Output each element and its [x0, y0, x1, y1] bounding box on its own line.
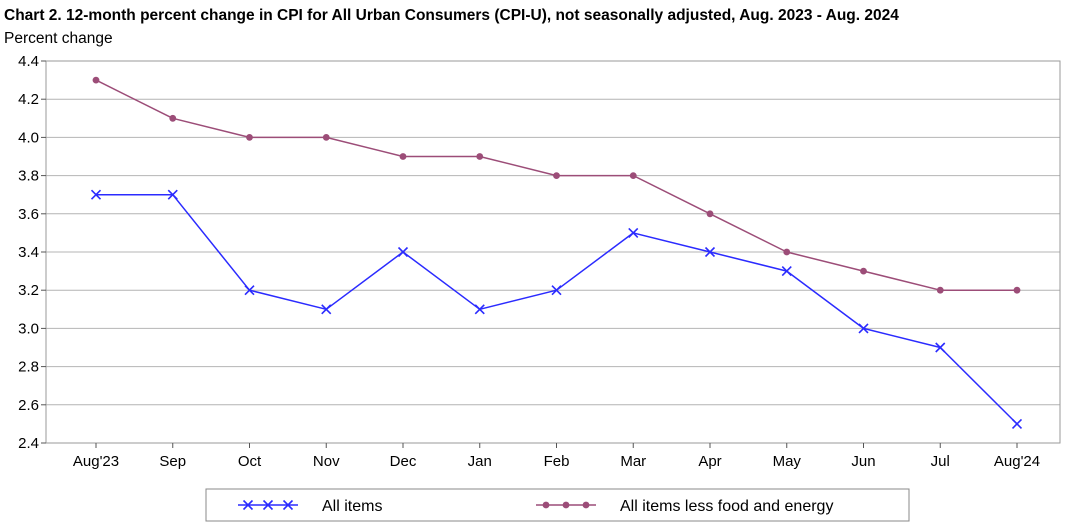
- y-tick-label: 3.4: [18, 244, 39, 261]
- legend-label: All items: [322, 498, 382, 515]
- y-axis-title: Percent change: [4, 30, 113, 47]
- series-2: [92, 76, 1021, 294]
- chart-title: Chart 2. 12-month percent change in CPI …: [4, 7, 899, 24]
- series-1: [90, 189, 1023, 429]
- data-point: [1013, 286, 1021, 294]
- data-point: [167, 189, 178, 200]
- legend-marker: [242, 499, 254, 511]
- data-point: [706, 210, 714, 218]
- x-tick-label: Aug'23: [73, 453, 119, 470]
- x-tick-label: Aug'24: [994, 453, 1040, 470]
- x-tick-label: May: [773, 453, 802, 470]
- x-tick-labels: Aug'23 Sep Oct Nov Dec Jan Feb Mar Apr May Jun Jul A…: [73, 453, 1040, 470]
- data-point: [397, 246, 409, 258]
- series-line: [95, 79, 1017, 291]
- x-tick-label: Jun: [851, 453, 875, 470]
- y-tick-label: 3.8: [18, 168, 39, 185]
- x-tick-label: Oct: [238, 453, 262, 470]
- data-point: [92, 76, 100, 84]
- data-point: [246, 134, 253, 141]
- x-tick-label: Nov: [313, 453, 340, 470]
- data-point: [628, 227, 639, 238]
- legend: All items All items less food and energy: [205, 488, 910, 522]
- y-tick-labels: 2.4 2.6 2.8 3.0 3.2 3.4 3.6 3.8 4.0 4.2 4.4: [18, 53, 39, 452]
- data-point: [704, 246, 716, 258]
- data-point: [553, 172, 560, 180]
- y-tick-label: 2.6: [18, 397, 39, 414]
- x-tick-label: Mar: [620, 453, 646, 470]
- legend-marker: [282, 499, 294, 511]
- data-point: [476, 153, 484, 160]
- legend-marker: [542, 501, 550, 509]
- legend-label: All items less food and energy: [620, 498, 833, 515]
- legend-marker: [262, 499, 274, 511]
- data-point: [860, 267, 867, 275]
- y-tick-label: 4.4: [18, 53, 39, 70]
- legend-marker: [582, 501, 590, 509]
- data-point: [783, 248, 791, 256]
- x-tick-label: Jul: [931, 453, 950, 470]
- x-tick-label: Sep: [159, 453, 186, 470]
- data-point: [936, 286, 944, 294]
- data-point: [90, 189, 102, 200]
- x-tick-label: Feb: [544, 453, 570, 470]
- y-tick-label: 2.8: [18, 359, 39, 376]
- y-tick-label: 4.2: [18, 91, 39, 108]
- series-line: [96, 193, 1018, 425]
- y-tick-label: 3.2: [18, 282, 39, 299]
- y-tick-label: 3.6: [18, 206, 39, 223]
- y-tick-label: 4.0: [18, 129, 39, 146]
- y-tick-label: 2.4: [18, 435, 39, 452]
- x-tick-label: Dec: [390, 453, 417, 470]
- axes: [41, 60, 1061, 448]
- data-point: [244, 285, 255, 296]
- data-point: [935, 342, 946, 353]
- legend-item-2: All items less food and energy: [536, 498, 833, 515]
- data-point: [474, 304, 485, 315]
- data-point: [169, 114, 177, 122]
- legend-item-1: All items: [238, 498, 382, 515]
- data-point: [629, 172, 637, 180]
- data-point: [551, 285, 562, 296]
- data-point: [399, 153, 407, 160]
- data-point: [322, 134, 330, 141]
- x-tick-label: Apr: [698, 453, 721, 470]
- data-point: [1011, 418, 1023, 429]
- series-group: [90, 76, 1023, 429]
- data-point: [781, 266, 792, 277]
- gridlines: [46, 60, 1060, 406]
- data-point: [321, 304, 332, 315]
- y-tick-label: 3.0: [18, 320, 39, 337]
- data-point: [858, 323, 869, 334]
- legend-marker: [562, 501, 570, 509]
- x-tick-label: Jan: [468, 453, 492, 470]
